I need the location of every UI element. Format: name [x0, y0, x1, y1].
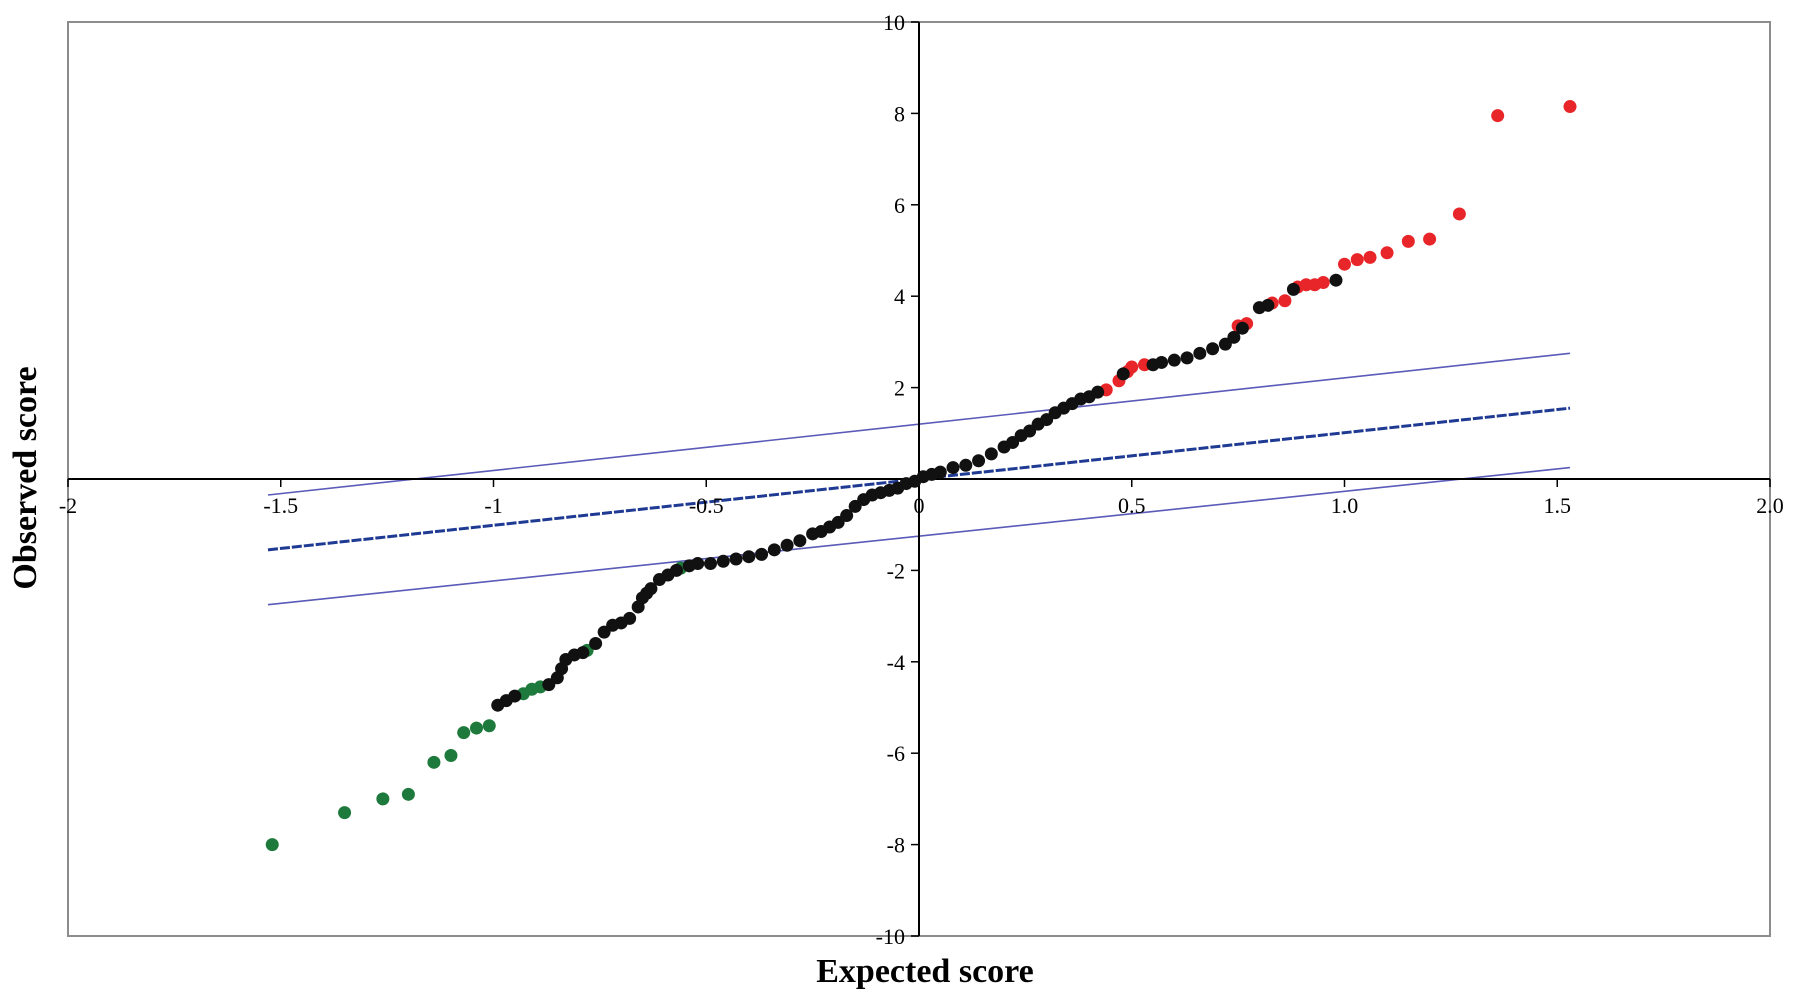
data-point — [508, 689, 522, 703]
data-point — [1329, 273, 1343, 287]
data-point — [972, 454, 986, 468]
data-point — [1116, 367, 1130, 381]
data-point — [589, 637, 603, 651]
data-point — [1193, 346, 1207, 360]
data-point — [1401, 234, 1415, 248]
y-tick-label: 2 — [894, 376, 905, 401]
data-point — [1155, 355, 1169, 369]
data-point — [482, 719, 496, 733]
data-point — [1491, 109, 1505, 123]
data-point — [1278, 294, 1292, 308]
data-point — [576, 646, 590, 660]
data-point — [1316, 275, 1330, 289]
data-point — [780, 538, 794, 552]
x-axis-title: Expected score — [816, 953, 1033, 990]
x-tick-label: 2.0 — [1756, 493, 1784, 518]
tick-labels: -2 -1.5 -1 -0.5 0 0.5 1.0 1.5 2.0 -10 -8 -6 -4 -2 2 4 6 8… — [59, 10, 1784, 949]
data-point — [669, 563, 683, 577]
data-point — [755, 547, 769, 561]
y-tick-label: 4 — [894, 284, 905, 309]
x-tick-label: 1.0 — [1331, 493, 1359, 518]
data-point — [457, 726, 471, 740]
data-point — [1286, 282, 1300, 296]
x-tick-label: 0 — [914, 493, 925, 518]
data-point — [1235, 321, 1249, 335]
data-point — [1423, 232, 1437, 246]
data-point — [1180, 351, 1194, 365]
data-point — [469, 721, 483, 735]
data-point — [1261, 298, 1275, 312]
data-point — [376, 792, 390, 806]
y-tick-label: -4 — [887, 650, 905, 675]
data-point — [1338, 257, 1351, 271]
data-point — [265, 838, 279, 852]
data-point — [704, 557, 718, 571]
x-tick-label: -1.5 — [263, 493, 298, 518]
data-point — [1227, 330, 1241, 344]
data-point — [1563, 100, 1577, 114]
data-point — [729, 552, 743, 566]
x-tick-label: -0.5 — [689, 493, 724, 518]
data-point — [767, 543, 781, 557]
data-point — [1363, 250, 1377, 264]
data-point — [933, 465, 947, 479]
data-point — [427, 755, 441, 769]
x-tick-label: -1 — [484, 493, 502, 518]
y-tick-label: 8 — [894, 101, 905, 126]
data-point — [1167, 353, 1181, 367]
data-point — [984, 447, 998, 461]
y-tick-label: -2 — [887, 558, 905, 583]
data-point — [444, 748, 458, 762]
data-point — [338, 806, 352, 820]
data-point — [691, 557, 705, 571]
data-point — [1452, 207, 1466, 221]
data-point — [1091, 385, 1105, 399]
data-point — [840, 509, 854, 523]
data-point — [1206, 342, 1220, 356]
data-point — [742, 550, 756, 564]
data-point — [623, 611, 637, 625]
x-tick-label: 1.5 — [1544, 493, 1572, 518]
y-tick-label: -8 — [887, 833, 905, 858]
data-points — [265, 100, 1577, 852]
data-point — [1350, 253, 1364, 267]
x-tick-label: 0.5 — [1118, 493, 1146, 518]
data-point — [644, 582, 658, 596]
data-point — [946, 461, 960, 475]
y-axis-title: Observed score — [7, 366, 44, 589]
y-tick-label: -6 — [887, 741, 905, 766]
data-point — [716, 554, 730, 568]
y-tick-label: -10 — [876, 924, 905, 949]
data-point — [959, 458, 973, 472]
y-tick-label: 6 — [894, 193, 905, 218]
data-point — [401, 787, 415, 801]
data-point — [793, 534, 807, 548]
y-tick-label: 10 — [883, 10, 905, 35]
data-point — [1380, 246, 1394, 260]
x-tick-label: -2 — [59, 493, 77, 518]
